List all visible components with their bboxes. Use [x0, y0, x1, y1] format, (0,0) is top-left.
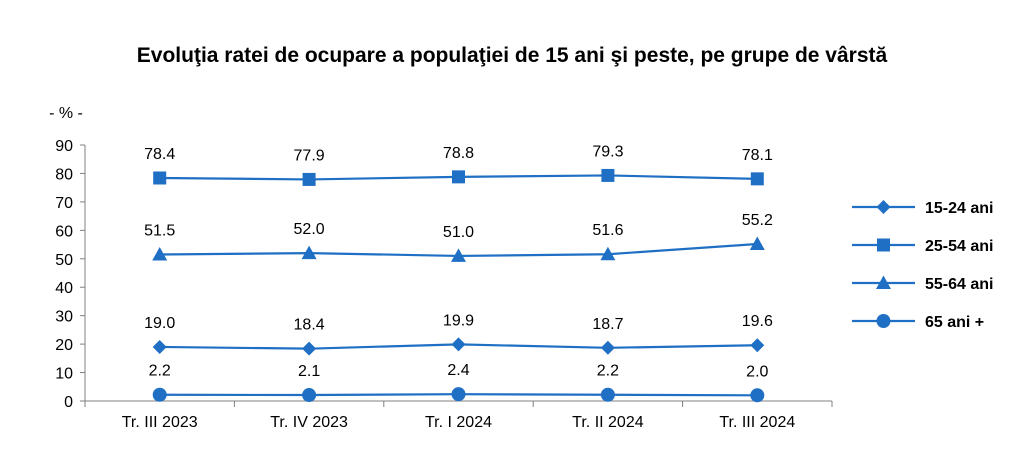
data-point [601, 168, 615, 182]
y-tick-label: 90 [55, 138, 73, 155]
data-labels: 19.0 18.4 19.9 18.7 19.6 78.4 77.9 78.8 79.3 78.1… [144, 143, 773, 380]
legend-marker [877, 238, 890, 252]
legend-marker [876, 200, 891, 214]
data-point [152, 387, 167, 402]
data-label: 2.2 [597, 363, 619, 380]
data-label: 18.4 [294, 317, 325, 334]
data-label: 2.1 [298, 363, 320, 380]
data-point [153, 171, 167, 185]
data-label: 51.6 [592, 222, 623, 239]
y-tick-label: 80 [55, 166, 73, 183]
y-tick-label: 10 [55, 366, 73, 383]
data-point [750, 172, 764, 186]
data-point [302, 172, 316, 186]
data-point [750, 338, 765, 353]
y-tick-label: 20 [55, 337, 73, 354]
y-tick-label: 50 [55, 252, 73, 269]
legend-item: 25-54 ani [852, 238, 993, 255]
x-tick-label: Tr. III 2024 [719, 414, 795, 431]
data-point [749, 236, 765, 250]
series-15-24-ani [152, 337, 765, 356]
legend-item: 65 ani + [852, 314, 984, 331]
y-tick-label: 70 [55, 195, 73, 212]
data-point [750, 388, 765, 403]
y-tick-label: 60 [55, 223, 73, 240]
series-55-64-ani [152, 236, 765, 262]
data-point [152, 247, 168, 261]
data-point [302, 388, 317, 403]
x-tick-label: Tr. II 2024 [572, 414, 644, 431]
axes: 0 10 20 30 40 50 60 70 80 90 Tr. III 2023 Tr. IV 20… [55, 138, 833, 431]
y-tick-label: 40 [55, 280, 73, 297]
data-point [302, 341, 317, 356]
legend-label: 65 ani + [925, 314, 984, 331]
y-tick-label: 30 [55, 309, 73, 326]
legend-marker [876, 314, 891, 328]
data-label: 78.4 [144, 146, 175, 163]
chart-title: Evoluţia ratei de ocupare a populaţiei d… [137, 44, 888, 67]
series-layer [152, 168, 765, 403]
data-point [152, 339, 167, 354]
data-point [301, 245, 317, 260]
data-point [600, 340, 615, 355]
data-point [600, 246, 616, 261]
data-label: 18.7 [592, 316, 623, 333]
legend-marker [876, 275, 891, 289]
x-tick-label: Tr. I 2024 [425, 414, 492, 431]
data-point [452, 170, 465, 184]
data-label: 79.3 [592, 143, 623, 160]
data-label: 78.1 [742, 147, 773, 164]
legend-item: 15-24 ani [852, 200, 993, 217]
data-point [600, 387, 615, 402]
legend-label: 25-54 ani [925, 238, 993, 255]
legend-label: 15-24 ani [925, 200, 993, 217]
data-label: 77.9 [294, 147, 325, 164]
data-point [451, 337, 466, 352]
y-tick-label: 0 [64, 394, 73, 411]
data-label: 19.6 [742, 313, 773, 330]
data-label: 2.0 [746, 363, 768, 380]
data-label: 78.8 [443, 145, 474, 162]
data-label: 51.0 [443, 224, 474, 241]
data-label: 19.9 [443, 312, 474, 329]
legend-item: 55-64 ani [852, 275, 993, 293]
data-label: 52.0 [294, 221, 325, 238]
legend-label: 55-64 ani [925, 276, 993, 293]
legend: 15-24 ani 25-54 ani 55-64 ani 65 ani + [852, 200, 993, 331]
data-point [451, 248, 466, 262]
x-tick-label: Tr. IV 2023 [270, 414, 348, 431]
data-label: 55.2 [742, 212, 773, 229]
data-label: 19.0 [144, 315, 175, 332]
data-label: 2.2 [149, 363, 171, 380]
series-25-54-ani [153, 168, 764, 186]
series-65-ani- [152, 387, 765, 403]
data-label: 2.4 [447, 362, 469, 379]
data-label: 51.5 [144, 223, 175, 240]
x-tick-label: Tr. III 2023 [122, 414, 198, 431]
unit-label: - % - [49, 105, 83, 122]
data-point [451, 387, 466, 402]
